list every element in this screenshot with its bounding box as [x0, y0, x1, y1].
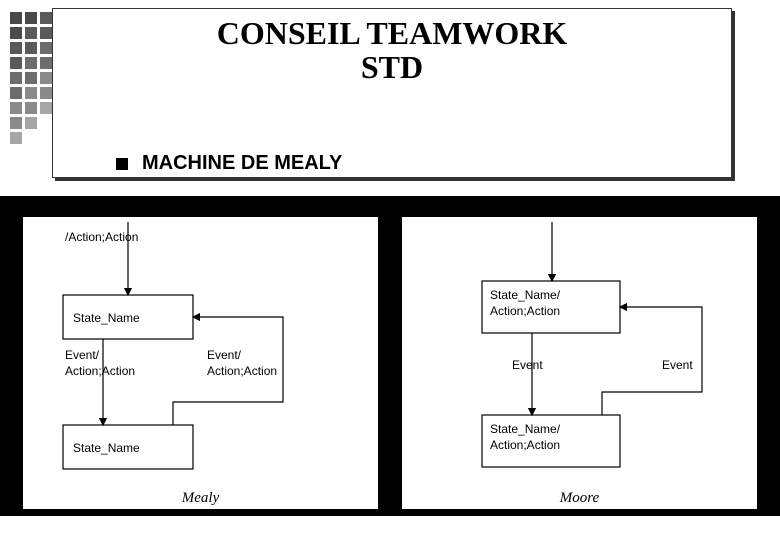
decor-square [40, 72, 52, 84]
svg-text:Action;Action: Action;Action [207, 364, 277, 378]
decor-square [25, 12, 37, 24]
decor-square [40, 12, 52, 24]
svg-text:State_Name/: State_Name/ [490, 288, 561, 302]
slide-title: CONSEIL TEAMWORK STD [53, 17, 731, 84]
svg-text:Action;Action: Action;Action [490, 304, 560, 318]
decor-square [40, 42, 52, 54]
svg-text:State_Name: State_Name [73, 311, 140, 325]
decor-square [25, 27, 37, 39]
svg-text:Action;Action: Action;Action [490, 438, 560, 452]
subtitle-text: MACHINE DE MEALY [142, 152, 342, 175]
decor-square [25, 42, 37, 54]
panel-moore: Moore State_Name/Action;ActionState_Name… [401, 216, 758, 510]
decor-square [10, 117, 22, 129]
svg-text:Action;Action: Action;Action [65, 364, 135, 378]
decor-square [10, 27, 22, 39]
decor-square [25, 102, 37, 114]
decor-square [10, 12, 22, 24]
decor-square [25, 117, 37, 129]
title-line-2: STD [53, 51, 731, 85]
decor-square [10, 132, 22, 144]
decor-square [10, 42, 22, 54]
decor-square [40, 87, 52, 99]
svg-text:Event/: Event/ [65, 348, 100, 362]
decor-square [10, 57, 22, 69]
decor-square [25, 72, 37, 84]
decor-square [25, 87, 37, 99]
panel-mealy: Mealy State_NameState_NameEvent/Action;A… [22, 216, 379, 510]
decor-square [10, 72, 22, 84]
title-line-1: CONSEIL TEAMWORK [53, 17, 731, 51]
decor-square [10, 102, 22, 114]
subtitle-row: MACHINE DE MEALY [116, 152, 342, 175]
decor-square [10, 87, 22, 99]
svg-text:/Action;Action: /Action;Action [65, 230, 138, 244]
decor-square [25, 57, 37, 69]
bullet-icon [116, 158, 128, 170]
svg-text:State_Name: State_Name [73, 441, 140, 455]
diagram-container: Mealy State_NameState_NameEvent/Action;A… [0, 196, 780, 516]
svg-text:State_Name/: State_Name/ [490, 422, 561, 436]
decor-square [40, 102, 52, 114]
svg-text:Event/: Event/ [207, 348, 242, 362]
decor-square [40, 27, 52, 39]
svg-text:Event: Event [512, 358, 543, 372]
svg-text:Event: Event [662, 358, 693, 372]
decor-square [40, 57, 52, 69]
